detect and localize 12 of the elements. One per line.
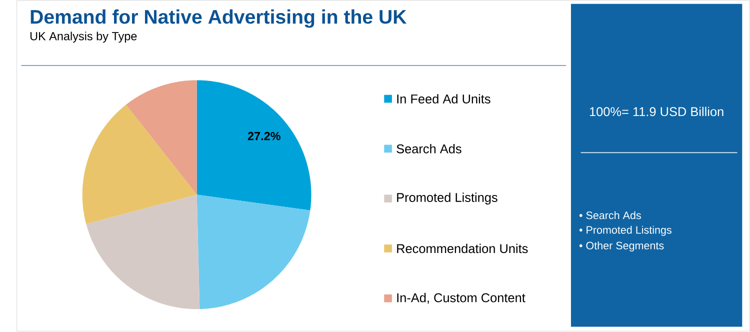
data-label: 27.2% <box>248 132 280 140</box>
legend-label: In Feed Ad Units <box>397 94 490 104</box>
chart-title: Demand for Native Advertising in the UK <box>30 10 407 28</box>
legend-label: In-Ad, Custom Content <box>397 293 526 304</box>
legend-label: Promoted Listings <box>397 192 498 205</box>
text: • Other Segments <box>579 242 664 252</box>
text: • Search Ads <box>579 211 641 220</box>
text: • Promoted Listings <box>579 226 672 236</box>
chart-subtitle: UK Analysis by Type <box>30 32 137 43</box>
legend-label: Search Ads <box>396 144 462 154</box>
legend-label: Recommendation Units <box>397 244 528 254</box>
text: 100%= 11.9 USD Billion <box>590 107 724 116</box>
